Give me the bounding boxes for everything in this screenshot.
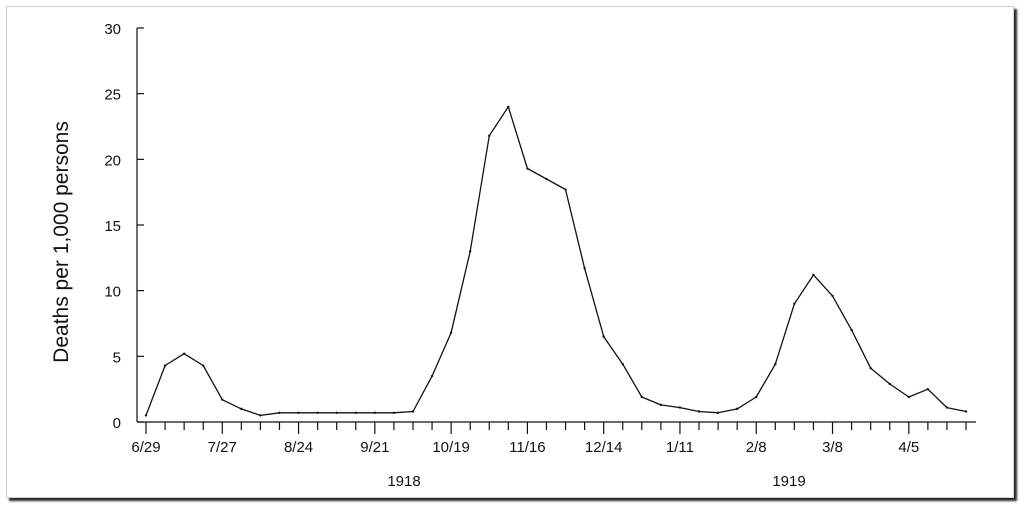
data-point	[297, 411, 300, 415]
plot-area	[144, 105, 968, 417]
data-point	[907, 395, 910, 399]
data-point	[202, 364, 205, 367]
data-point	[468, 250, 472, 253]
chart-frame	[6, 6, 1014, 498]
data-point	[869, 366, 872, 370]
y-tick-label: 0	[113, 415, 121, 432]
data-point	[640, 395, 644, 399]
data-point	[850, 328, 853, 332]
x-axis: 6/29 7/27 8/24 9/21 10/19 11/16 12/14 1/11 2/8 3/…	[131, 421, 977, 456]
y-tick-label: 15	[104, 218, 121, 235]
data-point	[945, 406, 949, 409]
data-point	[488, 134, 491, 137]
x-tick-label: 6/29	[131, 439, 160, 456]
data-point	[602, 335, 605, 338]
year-label-1918: 1918	[387, 473, 420, 490]
data-point	[392, 411, 396, 415]
x-tick-label: 9/21	[360, 439, 389, 456]
data-point	[449, 331, 453, 334]
data-point	[888, 382, 891, 386]
data-point	[812, 273, 815, 277]
data-point	[583, 267, 586, 270]
data-point	[564, 188, 567, 191]
data-point	[221, 398, 224, 401]
data-point	[697, 410, 701, 413]
data-point	[831, 294, 834, 298]
data-point	[163, 364, 167, 367]
data-point	[621, 363, 624, 366]
data-point	[373, 411, 377, 415]
y-axis-title: Deaths per 1,000 persons	[50, 121, 73, 363]
x-tick-label: 10/19	[432, 439, 470, 456]
y-tick-label: 20	[104, 152, 121, 169]
data-point	[430, 374, 434, 378]
data-point	[964, 410, 968, 413]
x-tick-label: 1/11	[666, 439, 694, 456]
data-point	[240, 407, 243, 411]
data-point	[545, 177, 548, 181]
data-point	[659, 403, 663, 407]
data-point	[259, 414, 262, 417]
x-tick-label: 12/14	[585, 439, 623, 456]
data-point	[793, 302, 796, 305]
data-point	[411, 410, 415, 413]
data-point	[678, 406, 682, 409]
x-tick-label: 2/8	[746, 439, 767, 456]
data-point	[735, 407, 739, 411]
data-point	[354, 411, 357, 415]
series-line	[145, 106, 967, 417]
y-tick-label: 5	[113, 349, 121, 366]
y-tick-label: 30	[104, 21, 121, 38]
x-tick-label: 4/5	[898, 439, 919, 456]
data-point	[755, 395, 758, 399]
x-tick-label: 8/24	[284, 439, 313, 456]
data-point	[335, 411, 338, 415]
year-label-1919: 1919	[772, 473, 805, 490]
y-axis: 0 5 10 15 20 25 30	[104, 21, 144, 432]
data-point	[182, 352, 186, 355]
data-point	[144, 414, 148, 417]
x-tick-label: 3/8	[822, 439, 843, 456]
x-tick-label: 7/27	[208, 439, 237, 456]
y-tick-label: 10	[104, 284, 121, 301]
data-point	[316, 411, 319, 415]
data-point	[278, 411, 281, 415]
data-point	[716, 411, 720, 415]
data-point	[926, 387, 930, 391]
x-tick-label: 11/16	[509, 439, 545, 456]
data-point	[526, 167, 529, 170]
data-point	[774, 363, 777, 366]
y-tick-label: 25	[104, 87, 121, 104]
data-point	[507, 105, 510, 109]
